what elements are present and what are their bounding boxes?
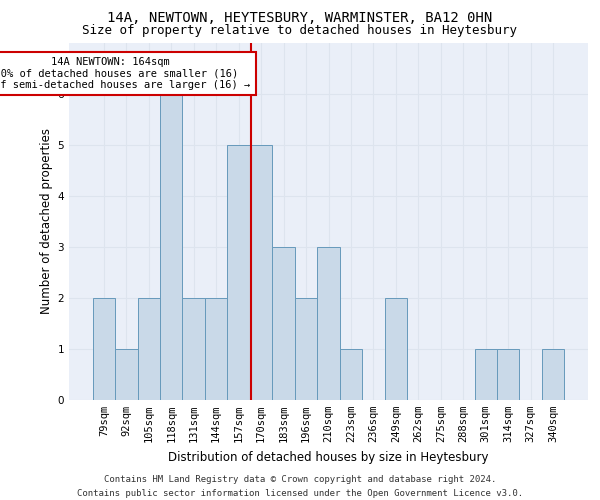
Text: Size of property relative to detached houses in Heytesbury: Size of property relative to detached ho… — [83, 24, 517, 37]
Bar — [250, 144, 272, 400]
Bar — [497, 349, 520, 400]
X-axis label: Distribution of detached houses by size in Heytesbury: Distribution of detached houses by size … — [168, 450, 489, 464]
Bar — [115, 349, 137, 400]
Bar — [205, 298, 227, 400]
Bar — [92, 298, 115, 400]
Bar — [272, 247, 295, 400]
Bar — [182, 298, 205, 400]
Y-axis label: Number of detached properties: Number of detached properties — [40, 128, 53, 314]
Bar — [340, 349, 362, 400]
Bar — [295, 298, 317, 400]
Bar — [542, 349, 565, 400]
Text: 14A NEWTOWN: 164sqm
← 50% of detached houses are smaller (16)
50% of semi-detach: 14A NEWTOWN: 164sqm ← 50% of detached ho… — [0, 57, 251, 90]
Text: 14A, NEWTOWN, HEYTESBURY, WARMINSTER, BA12 0HN: 14A, NEWTOWN, HEYTESBURY, WARMINSTER, BA… — [107, 12, 493, 26]
Text: Contains HM Land Registry data © Crown copyright and database right 2024.
Contai: Contains HM Land Registry data © Crown c… — [77, 476, 523, 498]
Bar — [475, 349, 497, 400]
Bar — [385, 298, 407, 400]
Bar — [227, 144, 250, 400]
Bar — [317, 247, 340, 400]
Bar — [160, 94, 182, 400]
Bar — [137, 298, 160, 400]
